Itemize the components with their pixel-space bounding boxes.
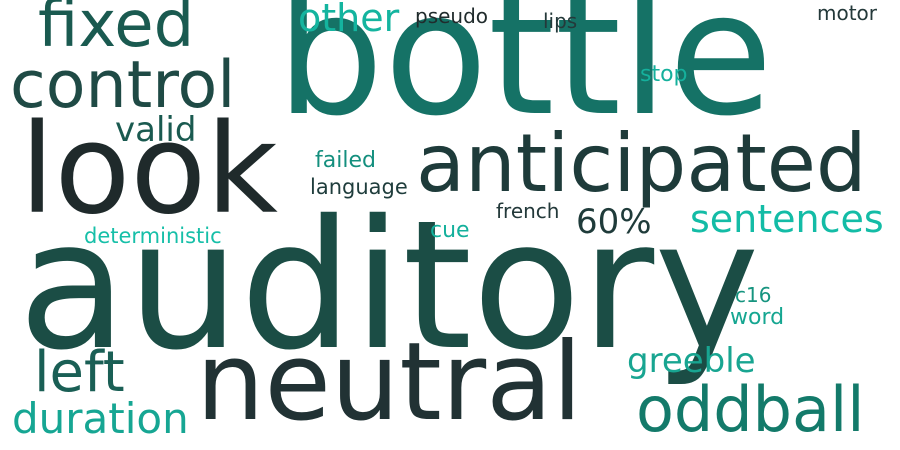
word-lips: lips (543, 9, 578, 33)
word-stop: stop (640, 62, 688, 87)
word-anticipated: anticipated (416, 117, 867, 210)
word-motor: motor (817, 1, 878, 25)
word-other: other (298, 0, 400, 40)
word-60-percent: 60% (576, 202, 652, 242)
word-fixed: fixed (38, 0, 195, 62)
word-auditory: auditory (18, 182, 760, 389)
word-greeble: greeble (627, 341, 756, 381)
word-failed: failed (315, 148, 376, 173)
word-look: look (20, 98, 278, 242)
word-control: control (10, 48, 236, 123)
word-sentences: sentences (690, 197, 884, 241)
word-pseudo: pseudo (415, 4, 489, 28)
word-word: word (730, 305, 785, 330)
word-french: french (496, 199, 560, 223)
word-valid: valid (115, 110, 197, 150)
word-c16: c16 (735, 283, 772, 307)
word-duration: duration (12, 394, 189, 443)
word-cue: cue (430, 218, 470, 243)
word-oddball: oddball (636, 373, 865, 446)
word-deterministic: deterministic (84, 224, 222, 248)
word-bottle: bottle (276, 0, 774, 154)
word-left: left (34, 340, 125, 405)
word-neutral: neutral (196, 320, 583, 445)
word-language: language (310, 175, 408, 199)
